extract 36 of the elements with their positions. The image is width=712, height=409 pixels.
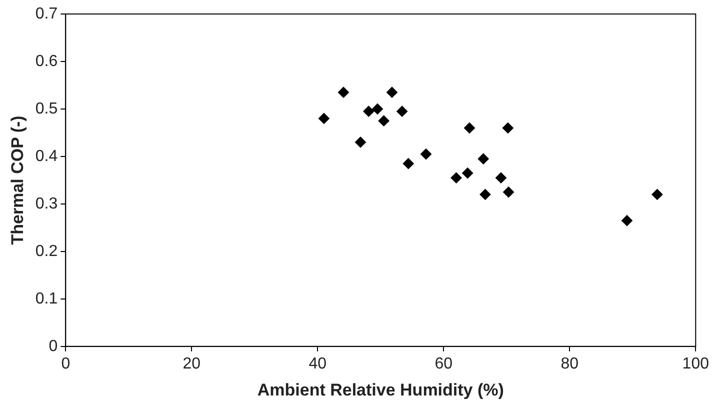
point — [396, 106, 408, 117]
y-tick-label: 0.7 — [35, 5, 58, 22]
point — [338, 86, 349, 98]
y-tick-label: 0.4 — [35, 148, 58, 165]
point — [478, 153, 489, 164]
x-tick-label: 40 — [308, 355, 327, 372]
point — [502, 122, 514, 134]
x-tick-label: 60 — [434, 355, 453, 372]
point — [462, 168, 474, 179]
x-tick-label: 100 — [682, 355, 710, 372]
y-axis-title: Thermal COP (-) — [8, 116, 27, 245]
y-tick-label: 0.6 — [35, 52, 58, 70]
point — [495, 172, 506, 184]
point — [450, 172, 462, 184]
point — [420, 148, 432, 160]
point — [372, 103, 383, 114]
point — [464, 122, 475, 134]
y-tick-label: 0 — [48, 338, 58, 355]
point — [621, 215, 632, 226]
y-tick-label: 0.2 — [35, 242, 58, 260]
point — [402, 158, 414, 170]
point — [503, 186, 514, 198]
x-tick-label: 80 — [560, 355, 579, 372]
point — [652, 188, 663, 200]
point — [354, 136, 366, 148]
x-axis-title: Ambient Relative Humidity (%) — [257, 380, 504, 400]
point — [386, 86, 398, 98]
y-tick-label: 0.3 — [35, 195, 58, 212]
point — [318, 112, 330, 124]
point — [378, 115, 390, 126]
point — [480, 188, 491, 200]
x-tick-label: 0 — [61, 355, 70, 372]
y-tick-label: 0.5 — [35, 100, 58, 118]
point — [363, 106, 374, 117]
x-tick-label: 20 — [182, 355, 201, 372]
y-tick-label: 0.1 — [35, 290, 58, 308]
